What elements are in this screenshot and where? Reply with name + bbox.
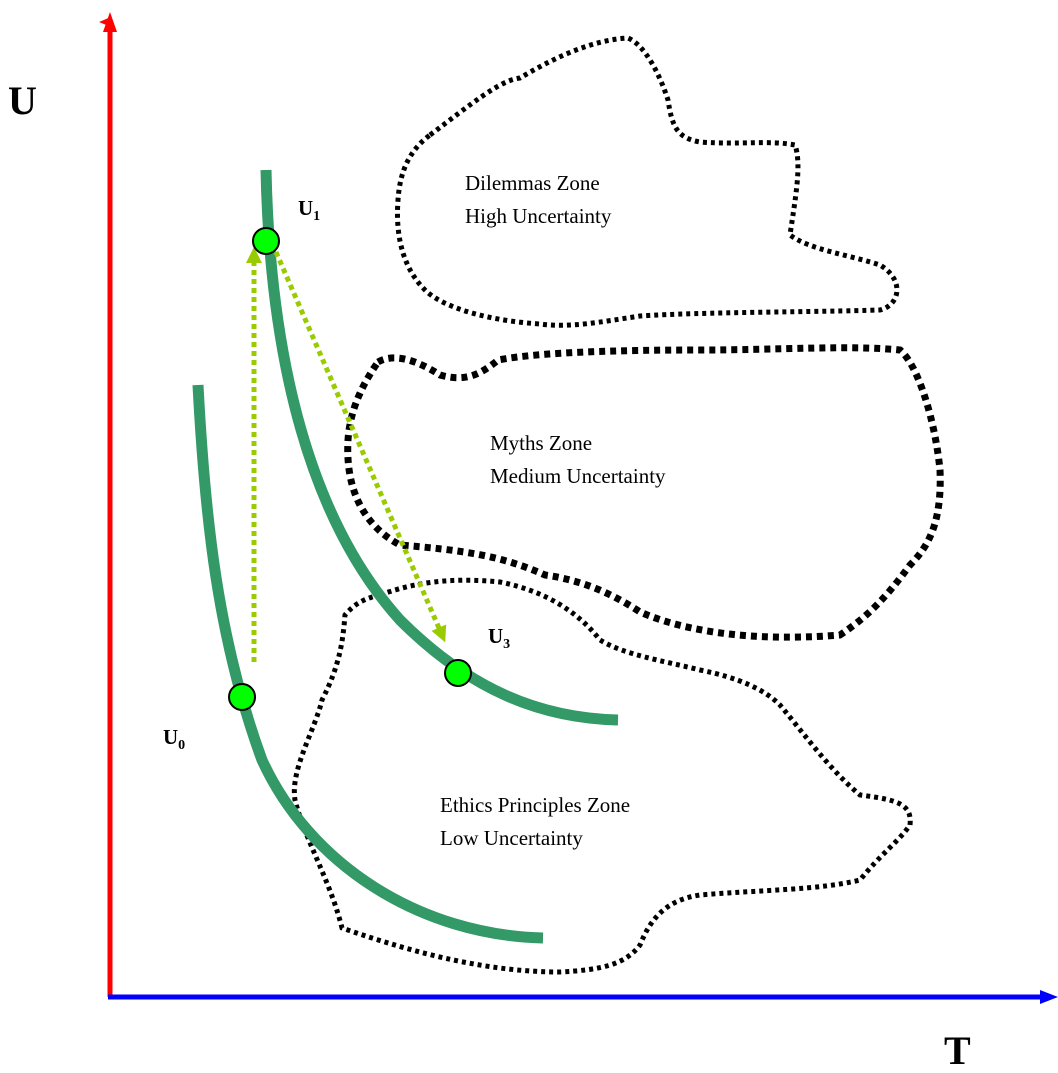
- x-axis-arrowhead: [1040, 990, 1058, 1004]
- myths-zone-subtitle: Medium Uncertainty: [490, 464, 666, 488]
- curve-lower: [192, 384, 544, 944]
- myths-zone-title: Myths Zone: [490, 431, 592, 455]
- dilemmas-zone-outline: [395, 35, 900, 328]
- y-axis-label: U: [8, 78, 37, 123]
- point-u1: [252, 227, 280, 255]
- ethics-zone-title: Ethics Principles Zone: [440, 793, 630, 817]
- dilemmas-zone-subtitle: High Uncertainty: [465, 204, 612, 228]
- y-axis-arrowhead: [103, 12, 117, 32]
- x-axis-label: T: [944, 1028, 971, 1073]
- point-u3: [444, 659, 472, 687]
- label-u3: U3: [488, 624, 510, 652]
- label-u1: U1: [298, 196, 320, 224]
- label-u0: U0: [163, 725, 185, 753]
- point-u0: [228, 683, 256, 711]
- dilemmas-zone-title: Dilemmas Zone: [465, 171, 600, 195]
- curve-upper: [260, 169, 619, 726]
- ethics-zone-subtitle: Low Uncertainty: [440, 826, 583, 850]
- myths-zone-outline: [344, 344, 944, 641]
- ethics-zone-outline: [291, 577, 913, 975]
- arrow-u1-to-u3: [273, 251, 447, 643]
